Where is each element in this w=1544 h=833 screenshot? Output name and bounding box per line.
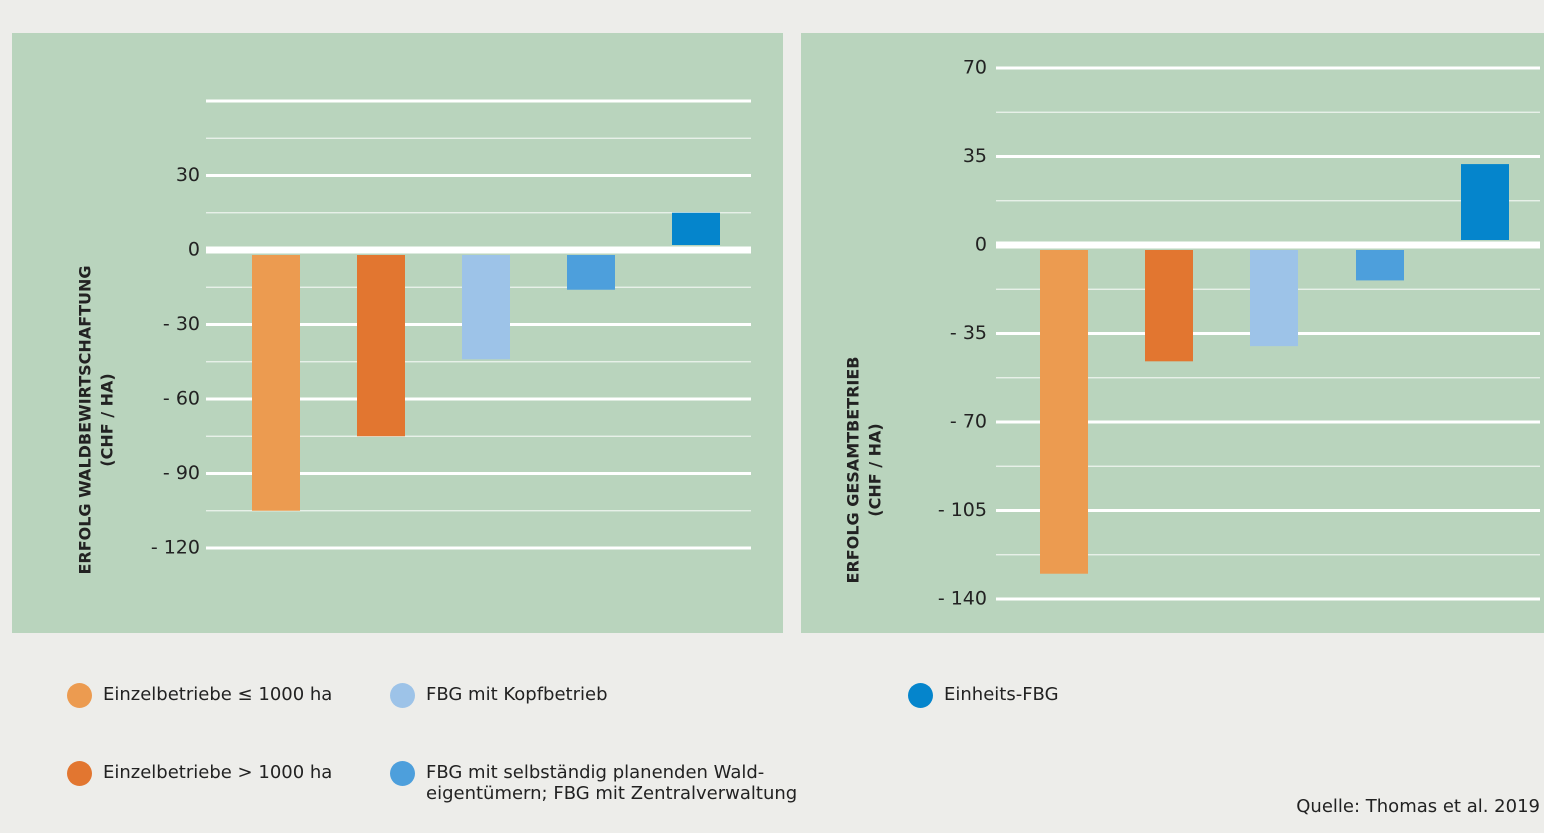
legend-swatch — [67, 683, 92, 708]
y-tick-label: 0 — [188, 239, 200, 261]
y-tick-label: - 30 — [163, 313, 200, 335]
bar — [1145, 250, 1193, 362]
y-tick-label: - 35 — [950, 322, 987, 344]
y-tick-label: - 70 — [950, 411, 987, 433]
legend-label: FBG mit selbständig planenden Wald- eige… — [426, 762, 798, 804]
y-tick-label: - 120 — [151, 537, 200, 559]
bar — [1356, 250, 1404, 281]
y-tick-label: - 60 — [163, 388, 200, 410]
legend-swatch — [908, 683, 933, 708]
y-axis-title: (CHF / HA) — [98, 373, 117, 466]
bar — [462, 255, 510, 360]
legend-label: FBG mit Kopfbetrieb — [426, 684, 608, 705]
y-tick-label: 35 — [963, 145, 987, 167]
legend-swatch — [67, 761, 92, 786]
y-axis-title: ERFOLG WALDBEWIRTSCHAFTUNG — [76, 265, 95, 574]
bar — [1250, 250, 1298, 347]
bar — [357, 255, 405, 437]
legend-swatch — [390, 683, 415, 708]
y-axis-title: ERFOLG GESAMTBETRIEB — [844, 357, 863, 584]
bar — [567, 255, 615, 290]
bar — [672, 212, 720, 245]
bar — [1461, 164, 1509, 240]
y-tick-label: - 105 — [938, 499, 987, 521]
y-tick-label: 0 — [975, 234, 987, 256]
legend-label: Einheits-FBG — [944, 684, 1059, 705]
source: Quelle: Thomas et al. 2019 — [1296, 796, 1540, 817]
legend-swatch — [390, 761, 415, 786]
legend-label: Einzelbetriebe > 1000 ha — [103, 762, 333, 783]
y-tick-label: - 140 — [938, 588, 987, 610]
y-tick-label: - 90 — [163, 462, 200, 484]
legend-label: Einzelbetriebe ≤ 1000 ha — [103, 684, 333, 705]
y-tick-label: 30 — [176, 164, 200, 186]
y-axis-title: (CHF / HA) — [866, 423, 885, 516]
bar — [1040, 250, 1088, 574]
bar — [252, 255, 300, 511]
y-tick-label: 70 — [963, 57, 987, 79]
